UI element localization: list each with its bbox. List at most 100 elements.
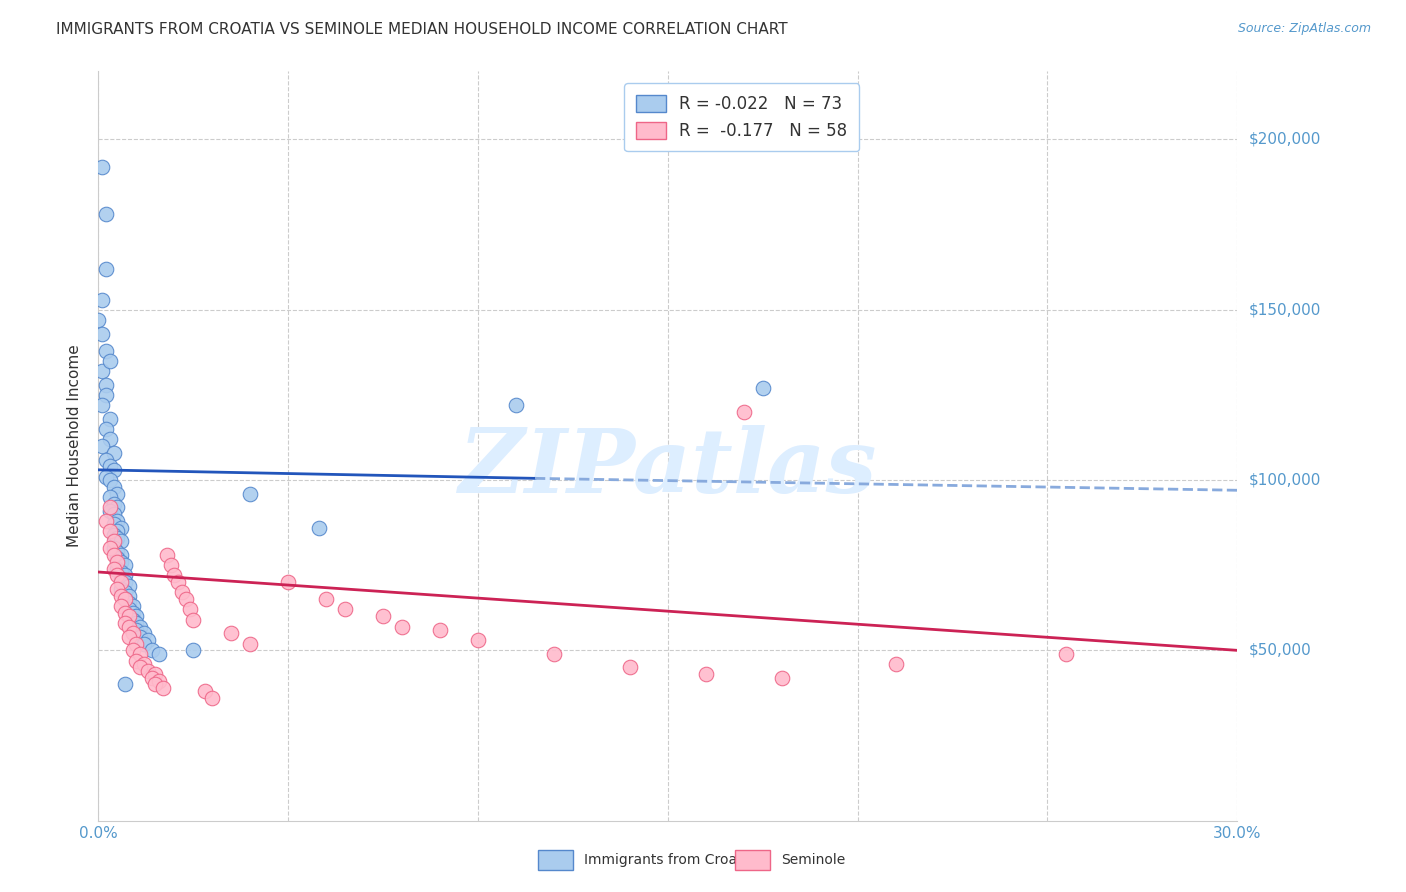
Point xyxy=(695,667,717,681)
Point xyxy=(121,613,143,627)
Point xyxy=(98,411,121,425)
Point xyxy=(91,160,114,174)
Point xyxy=(335,602,357,616)
Point xyxy=(125,654,148,668)
Point xyxy=(118,589,141,603)
Point xyxy=(110,599,132,613)
Point xyxy=(114,585,136,599)
Text: Seminole: Seminole xyxy=(782,853,845,867)
Point xyxy=(148,647,170,661)
Point xyxy=(1056,647,1078,661)
Point xyxy=(125,609,148,624)
Point xyxy=(103,463,125,477)
Point xyxy=(98,432,121,446)
Point xyxy=(136,664,159,678)
Point xyxy=(103,527,125,541)
Point xyxy=(94,514,117,528)
Point xyxy=(239,636,262,650)
Point xyxy=(391,619,413,633)
Point xyxy=(110,565,132,579)
Point xyxy=(163,568,186,582)
Point xyxy=(179,602,201,616)
Point xyxy=(132,636,155,650)
Point xyxy=(103,446,125,460)
Point xyxy=(107,551,129,566)
Text: $50,000: $50,000 xyxy=(1249,643,1312,657)
Point xyxy=(107,568,129,582)
Point xyxy=(98,504,121,518)
Point xyxy=(114,606,136,620)
Point xyxy=(239,486,262,500)
Point xyxy=(114,558,136,573)
Text: $100,000: $100,000 xyxy=(1249,473,1320,488)
Point xyxy=(148,673,170,688)
Point xyxy=(505,398,527,412)
Point xyxy=(132,657,155,671)
Point xyxy=(141,643,163,657)
Point xyxy=(107,514,129,528)
Point xyxy=(110,589,132,603)
Point xyxy=(110,555,132,569)
Point xyxy=(315,592,337,607)
Point xyxy=(110,534,132,549)
Point xyxy=(543,647,565,661)
Point xyxy=(221,626,243,640)
Point xyxy=(619,660,641,674)
Point xyxy=(98,473,121,487)
Point xyxy=(467,633,489,648)
Point xyxy=(110,521,132,535)
Point xyxy=(110,548,132,562)
Point xyxy=(107,555,129,569)
Point xyxy=(129,630,152,644)
Point xyxy=(107,544,129,558)
Point xyxy=(770,671,793,685)
Point xyxy=(103,497,125,511)
Point xyxy=(129,647,152,661)
Point xyxy=(94,343,117,358)
Point xyxy=(103,548,125,562)
Point xyxy=(118,630,141,644)
Point xyxy=(98,500,121,515)
Point xyxy=(121,606,143,620)
Point xyxy=(110,582,132,596)
Point xyxy=(103,480,125,494)
Point xyxy=(110,575,132,590)
Point xyxy=(107,561,129,575)
Point xyxy=(94,377,117,392)
Point xyxy=(129,619,152,633)
Point xyxy=(107,500,129,515)
Point xyxy=(183,643,205,657)
Point xyxy=(170,585,193,599)
Point xyxy=(156,548,179,562)
Point xyxy=(107,582,129,596)
Point xyxy=(121,626,143,640)
Point xyxy=(91,364,114,378)
Point xyxy=(118,609,141,624)
Point xyxy=(429,623,451,637)
Point xyxy=(174,592,197,607)
Legend: R = -0.022   N = 73, R =  -0.177   N = 58: R = -0.022 N = 73, R = -0.177 N = 58 xyxy=(624,84,859,152)
Point xyxy=(308,521,330,535)
Point xyxy=(201,691,224,706)
Point xyxy=(98,524,121,538)
Point xyxy=(277,575,299,590)
Point xyxy=(98,490,121,504)
Point xyxy=(107,531,129,545)
Point xyxy=(125,616,148,631)
Point xyxy=(183,613,205,627)
Point xyxy=(103,534,125,549)
Point xyxy=(194,684,217,698)
Point xyxy=(121,599,143,613)
Point xyxy=(98,459,121,474)
Point xyxy=(114,568,136,582)
Text: $150,000: $150,000 xyxy=(1249,302,1320,318)
Point xyxy=(94,452,117,467)
Point xyxy=(118,619,141,633)
Text: Source: ZipAtlas.com: Source: ZipAtlas.com xyxy=(1237,22,1371,36)
Text: IMMIGRANTS FROM CROATIA VS SEMINOLE MEDIAN HOUSEHOLD INCOME CORRELATION CHART: IMMIGRANTS FROM CROATIA VS SEMINOLE MEDI… xyxy=(56,22,787,37)
Point xyxy=(752,381,775,395)
Point xyxy=(91,398,114,412)
Point xyxy=(107,524,129,538)
Point xyxy=(103,561,125,575)
Point xyxy=(152,681,174,695)
